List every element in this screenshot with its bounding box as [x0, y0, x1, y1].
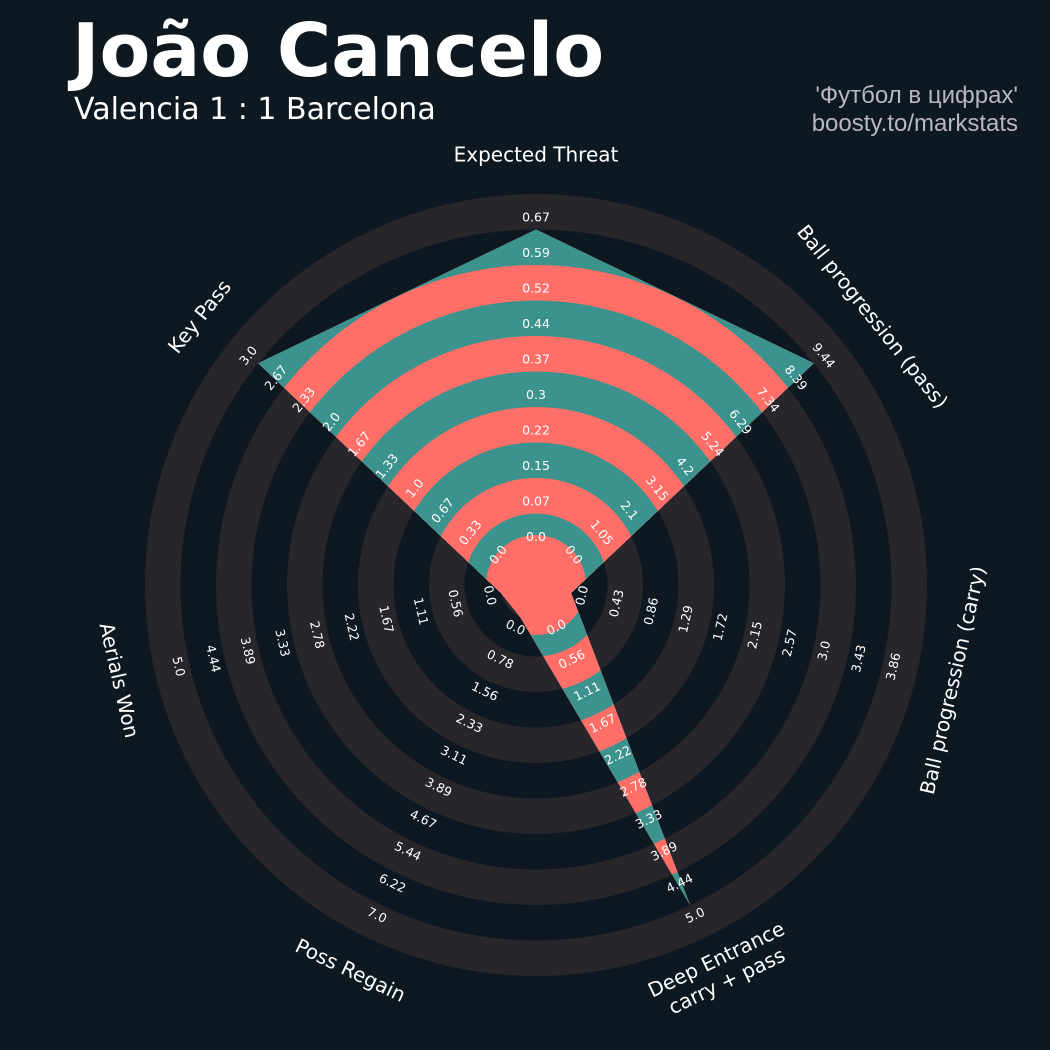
tick-label: 2.57 — [779, 628, 800, 658]
credit-line-2: boosty.to/markstats — [811, 110, 1018, 137]
tick-label: 0.07 — [522, 493, 550, 508]
tick-label: 0.0 — [481, 584, 500, 607]
tick-label: 2.22 — [342, 612, 363, 642]
tick-label: 1.29 — [675, 604, 696, 635]
axis-label: Aerials Won — [94, 620, 144, 740]
tick-label: 0.37 — [522, 351, 550, 366]
tick-label: 4.44 — [203, 643, 224, 674]
axis-label: Expected Threat — [454, 143, 619, 167]
tick-label: 2.78 — [307, 620, 328, 651]
axis-label: Key Pass — [163, 275, 236, 358]
tick-label: 0.43 — [606, 588, 627, 618]
tick-label: 0.15 — [522, 458, 550, 473]
tick-label: 0.0 — [572, 584, 591, 607]
match-title: Valencia 1 : 1 Barcelona — [74, 92, 436, 127]
player-name: João Cancelo — [72, 8, 605, 94]
tick-label: 1.72 — [710, 612, 731, 642]
axis-label-line: Aerials Won — [94, 620, 144, 740]
tick-label: 0.44 — [522, 316, 550, 331]
tick-label: 0.22 — [522, 422, 550, 437]
tick-label: 0.67 — [522, 209, 550, 224]
tick-label: 3.89 — [238, 635, 259, 666]
tick-label: 0.52 — [522, 280, 550, 295]
tick-label: 5.0 — [169, 655, 188, 678]
tick-label: 2.15 — [744, 620, 765, 650]
tick-label: 3.86 — [883, 651, 904, 682]
tick-label: 0.86 — [640, 596, 661, 627]
axis-label-line: Key Pass — [163, 275, 236, 358]
tick-label: 3.0 — [814, 639, 833, 662]
tick-label: 0.0 — [526, 529, 546, 544]
tick-label: 1.67 — [376, 604, 397, 634]
tick-label: 0.56 — [445, 588, 466, 619]
credit-line-1: 'Футбол в цифрах' — [815, 82, 1018, 109]
tick-label: 3.43 — [848, 643, 869, 673]
axis-label-line: Expected Threat — [454, 143, 619, 167]
tick-label: 3.33 — [272, 628, 293, 658]
tick-label: 0.3 — [526, 387, 546, 402]
tick-label: 0.59 — [522, 245, 550, 260]
tick-label: 1.11 — [411, 596, 432, 626]
